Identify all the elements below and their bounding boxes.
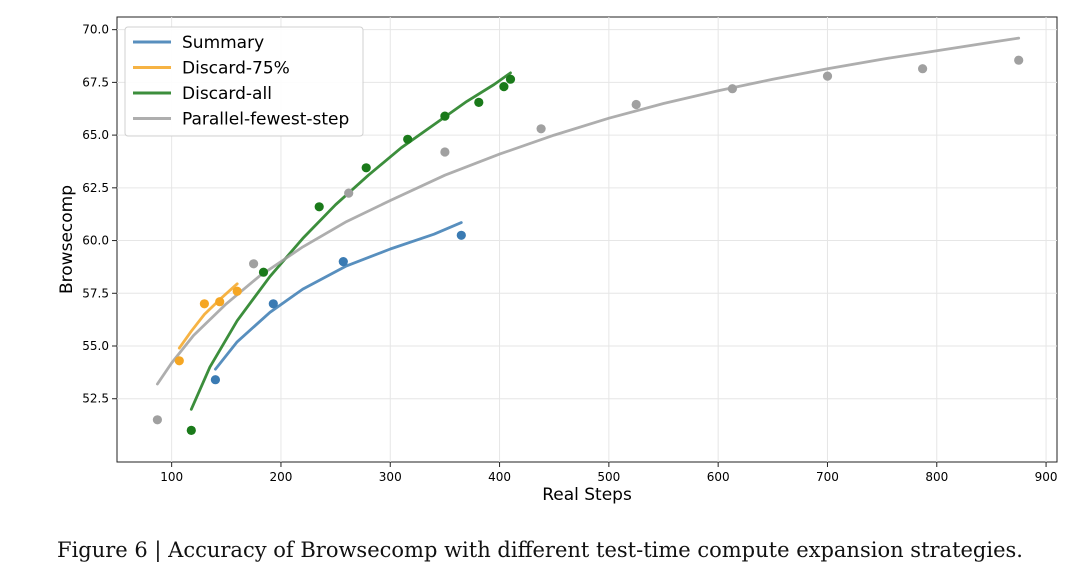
y-tick-label: 60.0 (82, 234, 109, 248)
y-tick-label: 70.0 (82, 23, 109, 37)
y-tick-label: 67.5 (82, 75, 109, 89)
x-tick-label: 900 (1035, 470, 1058, 484)
data-point-discard-all (361, 163, 371, 173)
plot-frame (116, 16, 1058, 463)
data-point-parallel-fewest-step (536, 124, 546, 134)
data-point-parallel-fewest-step (1014, 55, 1024, 65)
data-point-discard-all (499, 82, 509, 92)
legend: Summary Discard-75% Discard-all Parallel-fe… (124, 26, 364, 137)
data-point-discard-all (258, 267, 269, 277)
x-axis-title: Real Steps (542, 485, 632, 505)
data-point-summary (210, 375, 220, 385)
y-tick-label: 65.0 (82, 128, 109, 142)
legend-label-summary: Summary (182, 33, 264, 53)
data-point-discard-all (186, 425, 196, 435)
data-point-summary (338, 257, 348, 267)
y-tick-label: 55.0 (82, 339, 109, 353)
data-point-discard-all (314, 202, 324, 212)
fit-curve-summary (214, 221, 463, 371)
data-point-parallel-fewest-step (631, 99, 641, 110)
x-tick-label: 200 (270, 470, 293, 484)
x-tick-label: 500 (597, 470, 620, 484)
data-point-discard-75- (215, 297, 225, 307)
data-point-discard-all (403, 134, 413, 144)
y-tick-label: 57.5 (82, 286, 109, 300)
data-point-parallel-fewest-step (249, 259, 259, 269)
figure-caption: Figure 6 | Accuracy of Browsecomp with d… (57, 538, 1023, 562)
x-tick-label: 600 (707, 470, 730, 484)
x-tick-label: 100 (160, 470, 183, 484)
fit-curve-parallel-fewest-step (156, 36, 1021, 386)
data-point-discard-75- (232, 286, 242, 296)
data-point-discard-75- (199, 299, 209, 309)
data-point-summary (456, 230, 466, 240)
data-point-parallel-fewest-step (440, 147, 450, 157)
y-tick-label: 52.5 (82, 392, 109, 406)
x-tick-label: 300 (379, 470, 402, 484)
legend-label-discard-all: Discard-all (182, 84, 272, 104)
data-point-discard-all (440, 111, 450, 121)
data-point-parallel-fewest-step (822, 71, 833, 81)
browsecomp-chart: 100 200 300 400 500 600 700 800 900 52.5 55.0 57.5 6… (57, 16, 1058, 505)
legend-box (124, 26, 364, 137)
data-point-parallel-fewest-step (727, 84, 738, 94)
y-axis-title: Browsecomp (57, 185, 77, 294)
y-tick-label: 62.5 (82, 181, 109, 195)
x-tick-label: 800 (925, 470, 948, 484)
axis-ticks: 100 200 300 400 500 600 700 800 900 52.5 55.0 57.5 6… (82, 23, 1057, 484)
data-point-parallel-fewest-step (918, 64, 928, 74)
data-points (152, 55, 1024, 435)
x-tick-label: 400 (488, 470, 511, 484)
data-point-summary (268, 299, 278, 309)
data-point-discard-all (505, 74, 516, 84)
legend-label-discard-75-: Discard-75% (182, 59, 290, 79)
fit-curve-discard-75- (177, 282, 239, 350)
data-point-parallel-fewest-step (152, 415, 162, 425)
legend-label-parallel-fewest-step: Parallel-fewest-step (182, 110, 349, 130)
data-point-discard-all (474, 97, 484, 107)
x-tick-label: 700 (816, 470, 839, 484)
data-point-discard-75- (174, 356, 184, 366)
data-point-parallel-fewest-step (344, 188, 354, 198)
